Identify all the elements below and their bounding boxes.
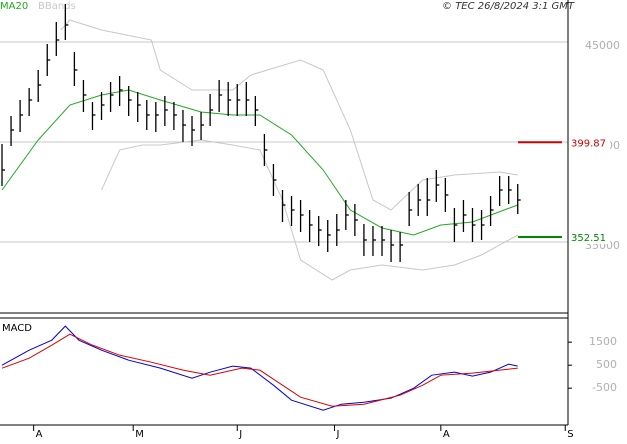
- band-line: [101, 139, 518, 281]
- y-tick-label: 45000: [585, 39, 620, 52]
- ma-legend: MA20: [0, 1, 28, 12]
- level-label: 399.87: [571, 138, 606, 149]
- y-tick-label: 1500: [589, 335, 617, 348]
- x-tick-label: A: [36, 429, 43, 440]
- x-tick-label: A: [443, 429, 450, 440]
- level-label-bg: [570, 229, 610, 244]
- bands-legend: BBands: [38, 1, 76, 12]
- y-tick-label: -500: [592, 381, 617, 394]
- x-tick-label: J: [336, 429, 340, 440]
- x-tick-label: M: [135, 429, 144, 440]
- macd-line: [1, 325, 518, 411]
- band-line: [60, 19, 518, 211]
- level-label: 352.51: [571, 233, 606, 244]
- macd-title: MACD: [2, 323, 32, 334]
- ma-line: [1, 89, 518, 236]
- macd-line: [1, 333, 518, 407]
- level-label-bg: [570, 135, 610, 150]
- x-tick-label: S: [567, 429, 573, 440]
- x-tick-label: J: [238, 429, 242, 440]
- source: © TEC 26/8/2024 3:1 GMT: [442, 1, 575, 12]
- y-tick-label: 500: [596, 358, 617, 371]
